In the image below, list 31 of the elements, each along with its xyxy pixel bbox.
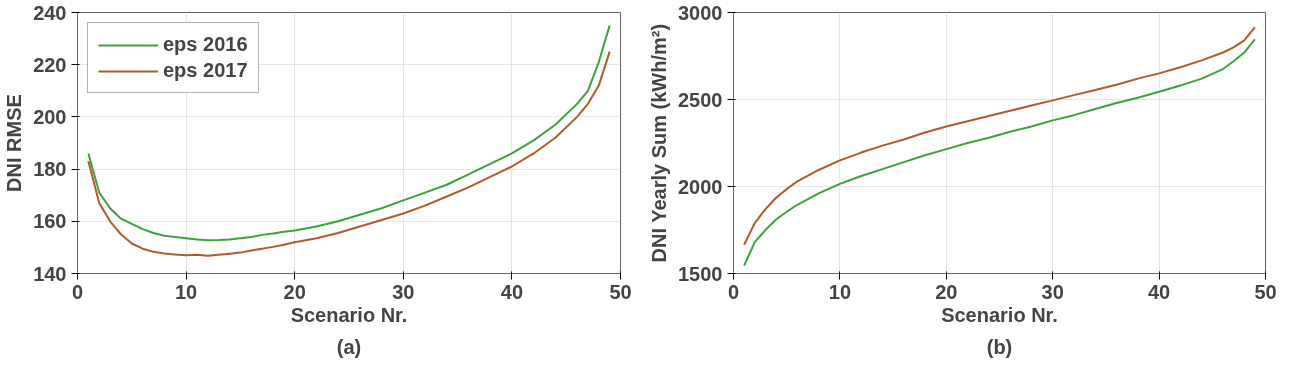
- text: (a): [336, 335, 362, 358]
- text: (b): [986, 335, 1013, 358]
- y-tick-label: 3000: [678, 1, 723, 24]
- legend-label: eps 2016: [163, 33, 248, 56]
- x-tick-label: 30: [1041, 280, 1064, 303]
- x-tick-label: 30: [392, 280, 415, 303]
- y-axis-title: DNI RMSE: [3, 94, 26, 192]
- y-tick-label: 200: [33, 105, 67, 128]
- line-series: [87, 24, 611, 242]
- y-tick-label: 240: [33, 1, 67, 24]
- x-tick-label: 50: [1254, 280, 1277, 303]
- y-tick-label: 1500: [678, 262, 723, 285]
- x-tick-label: 40: [1147, 280, 1171, 303]
- x-tick-label: 0: [727, 280, 740, 303]
- legend-label: eps 2017: [163, 59, 248, 82]
- x-tick-label: 10: [828, 280, 852, 303]
- x-tick-label: 10: [174, 280, 198, 303]
- y-axis-title: DNI Yearly Sum (kWh/m²): [648, 23, 671, 263]
- x-tick-label: 50: [609, 280, 632, 303]
- y-tick-label: 2500: [678, 88, 723, 111]
- x-tick-label: 20: [283, 280, 306, 303]
- x-axis-title: Scenario Nr.: [290, 303, 408, 326]
- y-tick-label: 2000: [678, 175, 723, 198]
- x-tick-label: 20: [935, 280, 958, 303]
- x-axis-title: Scenario Nr.: [941, 303, 1058, 326]
- x-tick-label: 40: [500, 280, 524, 303]
- y-tick-label: 180: [33, 158, 67, 181]
- y-tick-label: 220: [33, 53, 67, 76]
- y-tick-label: 140: [33, 262, 67, 285]
- y-tick-label: 160: [33, 210, 67, 233]
- x-tick-label: 0: [71, 280, 84, 303]
